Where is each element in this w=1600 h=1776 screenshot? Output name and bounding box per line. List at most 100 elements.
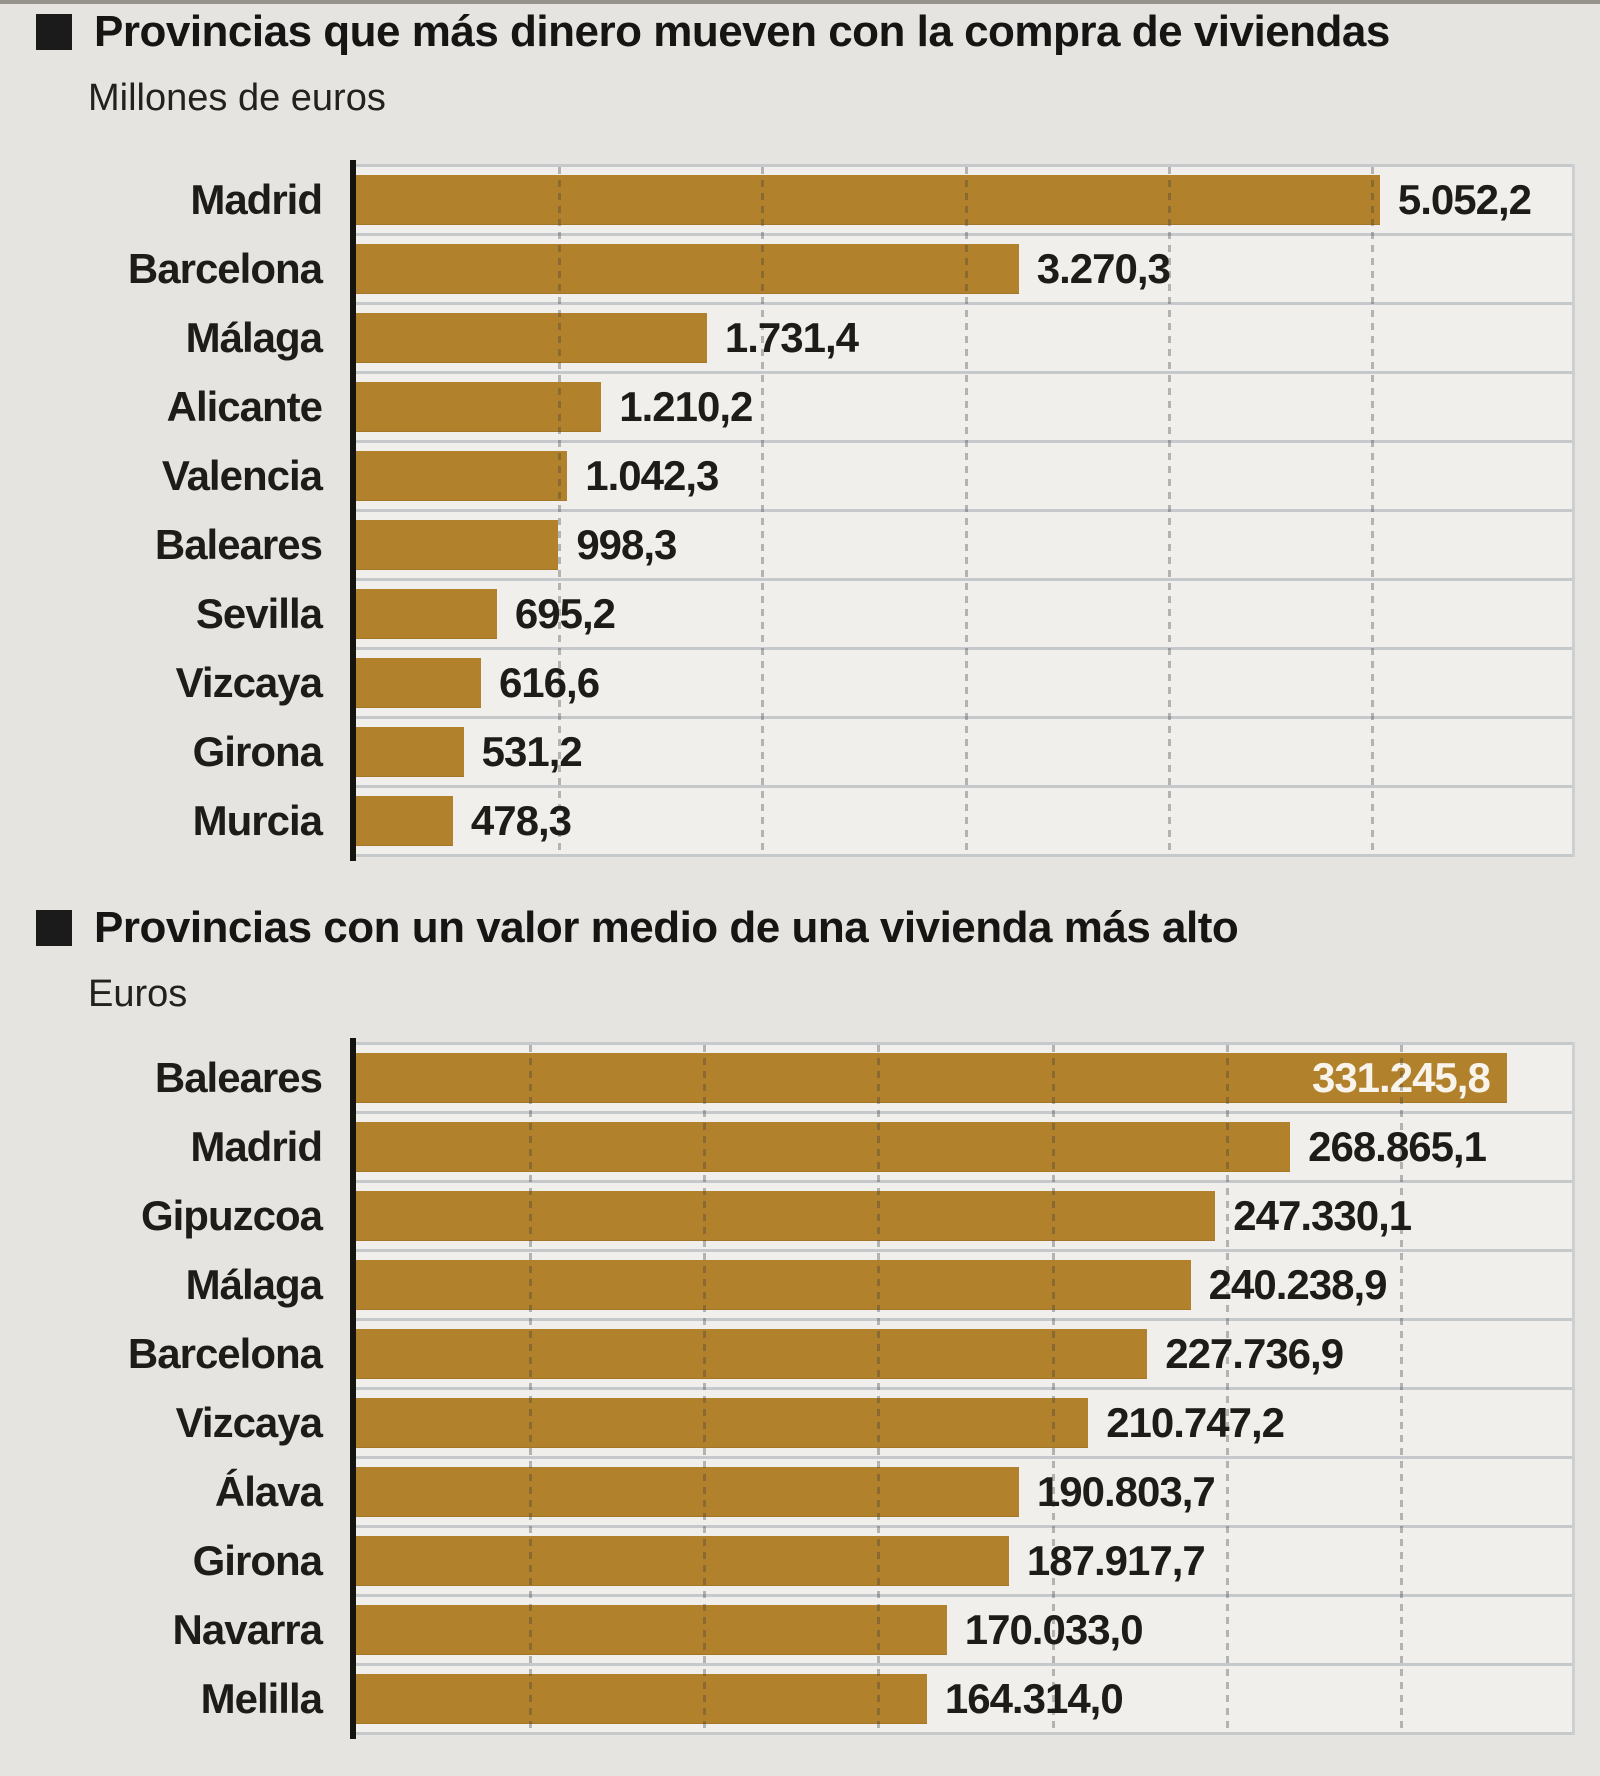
category-label: Vizcaya bbox=[175, 659, 323, 706]
bar-row: Melilla 164.314,0 bbox=[201, 1666, 1572, 1732]
bar bbox=[356, 1605, 947, 1655]
value-label: 531,2 bbox=[481, 728, 583, 775]
value-label: 190.803,7 bbox=[1036, 1468, 1216, 1515]
value-label: 1.042,3 bbox=[585, 452, 719, 499]
bar bbox=[356, 244, 1019, 294]
y-axis-line bbox=[350, 1038, 356, 1739]
category-label: Baleares bbox=[154, 521, 323, 568]
gridline bbox=[529, 1045, 533, 1732]
bar-row: Girona 531,2 bbox=[193, 719, 1572, 785]
bar-row: Sevilla 695,2 bbox=[196, 581, 1572, 647]
bar bbox=[356, 1329, 1148, 1379]
value-label: 1.731,4 bbox=[724, 314, 859, 361]
bar bbox=[356, 313, 707, 363]
bar bbox=[356, 1260, 1191, 1310]
value-label: 331.245,8 bbox=[1311, 1054, 1491, 1101]
value-label: 187.917,7 bbox=[1026, 1537, 1206, 1584]
chart-1-unit-label: Millones de euros bbox=[88, 77, 386, 119]
category-label: Barcelona bbox=[127, 1330, 323, 1377]
category-label: Murcia bbox=[192, 797, 323, 844]
category-label: Girona bbox=[192, 1537, 323, 1584]
value-label: 1.210,2 bbox=[619, 383, 753, 430]
bar bbox=[356, 589, 497, 639]
value-label: 164.314,0 bbox=[944, 1675, 1124, 1722]
gridline bbox=[1051, 1045, 1055, 1732]
bar bbox=[356, 727, 464, 777]
category-label: Sevilla bbox=[195, 590, 323, 637]
value-label: 616,6 bbox=[498, 659, 600, 706]
category-label: Álava bbox=[214, 1468, 323, 1515]
chart-2-header: Provincias con un valor medio de una viv… bbox=[36, 903, 1239, 952]
gridline bbox=[964, 167, 968, 854]
category-label: Málaga bbox=[185, 1261, 323, 1308]
bar-row: Navarra 170.033,0 bbox=[173, 1597, 1572, 1663]
category-label: Baleares bbox=[154, 1054, 323, 1101]
category-label: Vizcaya bbox=[175, 1399, 323, 1446]
bar bbox=[356, 451, 568, 501]
gridline bbox=[1167, 167, 1171, 854]
bar bbox=[356, 658, 481, 708]
value-label: 3.270,3 bbox=[1036, 245, 1171, 292]
category-label: Melilla bbox=[200, 1675, 323, 1722]
bar-row: Málaga 1.731,4 bbox=[186, 305, 1572, 371]
category-label: Valencia bbox=[161, 452, 323, 499]
bar bbox=[356, 796, 453, 846]
value-label: 247.330,1 bbox=[1233, 1192, 1412, 1239]
gridline bbox=[558, 167, 562, 854]
bar-row: Barcelona 3.270,3 bbox=[128, 236, 1572, 302]
chart-1-header: Provincias que más dinero mueven con la … bbox=[36, 10, 1390, 54]
gridline bbox=[1225, 1045, 1229, 1732]
category-label: Madrid bbox=[190, 176, 323, 223]
bar-row: Gipuzcoa 247.330,1 bbox=[141, 1183, 1572, 1249]
bar bbox=[356, 1122, 1291, 1172]
bar bbox=[356, 1191, 1216, 1241]
chart-1-plot: Madrid 5.052,2 Barcelona 3.270,3 Málaga 1.731… bbox=[128, 160, 1575, 861]
gridline bbox=[761, 167, 765, 854]
category-label: Navarra bbox=[172, 1606, 323, 1653]
value-label: 240.238,9 bbox=[1208, 1261, 1388, 1308]
value-label: 998,3 bbox=[576, 521, 677, 568]
value-label: 170.033,0 bbox=[964, 1606, 1144, 1653]
bar bbox=[356, 520, 559, 570]
top-hairline bbox=[0, 0, 1600, 4]
gridline bbox=[703, 1045, 707, 1732]
category-label: Málaga bbox=[185, 314, 323, 361]
bar bbox=[356, 1674, 927, 1724]
bar-row: Madrid 5.052,2 bbox=[190, 167, 1572, 233]
chart-2-unit-label: Euros bbox=[88, 973, 188, 1015]
square-bullet-icon bbox=[36, 910, 72, 946]
category-label: Gipuzcoa bbox=[140, 1192, 323, 1239]
bar-row: Valencia 1.042,3 bbox=[162, 443, 1572, 509]
chart-1-title: Provincias que más dinero mueven con la … bbox=[94, 7, 1390, 56]
value-label: 210.747,2 bbox=[1106, 1399, 1285, 1446]
bar-row: Alicante 1.210,2 bbox=[167, 374, 1572, 440]
bar-row: Vizcaya 616,6 bbox=[176, 650, 1572, 716]
category-label: Alicante bbox=[166, 383, 323, 430]
bar-row: Baleares 331.245,8 bbox=[155, 1045, 1572, 1111]
bar: 331.245,8 bbox=[356, 1053, 1507, 1103]
bar-row: Murcia 478,3 bbox=[193, 788, 1572, 854]
bar bbox=[356, 1536, 1009, 1586]
bar bbox=[356, 382, 602, 432]
gridline bbox=[1370, 167, 1374, 854]
value-label: 695,2 bbox=[514, 590, 616, 637]
value-label: 268.865,1 bbox=[1308, 1123, 1487, 1170]
value-label: 5.052,2 bbox=[1397, 176, 1532, 223]
bar-row: Baleares 998,3 bbox=[155, 512, 1572, 578]
category-label: Girona bbox=[192, 728, 323, 775]
bar bbox=[356, 1398, 1089, 1448]
chart-1-rows: Madrid 5.052,2 Barcelona 3.270,3 Málaga 1.731… bbox=[128, 164, 1575, 857]
category-label: Madrid bbox=[190, 1123, 323, 1170]
bar-row: Málaga 240.238,9 bbox=[186, 1252, 1572, 1318]
category-label: Barcelona bbox=[127, 245, 323, 292]
bar-row: Álava 190.803,7 bbox=[215, 1459, 1572, 1525]
y-axis-line bbox=[350, 160, 356, 861]
chart-2-title: Provincias con un valor medio de una viv… bbox=[94, 903, 1239, 952]
chart-2-plot: Baleares 331.245,8 Madrid 268.865,1 Gipuzcoa… bbox=[128, 1038, 1575, 1739]
bar-row: Girona 187.917,7 bbox=[193, 1528, 1572, 1594]
chart-2-rows: Baleares 331.245,8 Madrid 268.865,1 Gipuzcoa… bbox=[128, 1042, 1575, 1735]
bar-row: Madrid 268.865,1 bbox=[190, 1114, 1572, 1180]
gridline bbox=[877, 1045, 881, 1732]
bar bbox=[356, 1467, 1019, 1517]
